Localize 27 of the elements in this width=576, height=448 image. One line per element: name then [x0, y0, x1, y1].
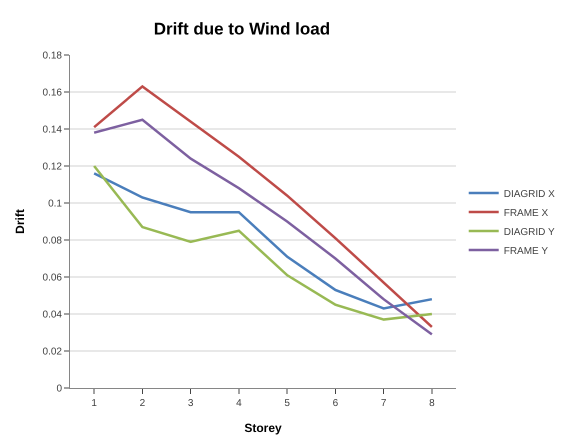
y-tick-label: 0.18: [42, 50, 62, 62]
x-axis-title: Storey: [244, 420, 282, 435]
line-series: [92, 85, 434, 328]
y-tick-label: 0.02: [42, 346, 62, 358]
y-tick-label: 0.1: [48, 198, 62, 210]
legend-label: FRAME X: [504, 208, 548, 219]
x-tick-label: 1: [91, 398, 98, 409]
x-tick-label: 4: [236, 398, 242, 409]
y-tick-label: 0.04: [42, 310, 62, 320]
x-tick-label: 3: [188, 398, 194, 409]
legend-label: FRAME Y: [504, 246, 548, 257]
y-tick-label: 0.06: [42, 272, 62, 284]
legend-label: DIAGRID Y: [504, 226, 555, 238]
y-tick-label: 0.08: [42, 236, 62, 246]
x-tick-label: 2: [140, 398, 146, 409]
y-axis-title: Drift: [12, 209, 27, 234]
y-tick-label: 0.14: [42, 124, 62, 136]
chart-title: Drift due to Wind load: [154, 19, 330, 38]
line-series: [92, 118, 434, 336]
y-tick-label: 0.16: [42, 88, 62, 98]
legend-label: DIAGRID X: [504, 188, 556, 200]
x-tick-label: 5: [284, 398, 290, 409]
x-tick-label: 6: [332, 398, 339, 409]
y-tick-label: 0.12: [42, 162, 62, 172]
x-tick-label: 8: [429, 398, 436, 409]
y-tick-label: 0: [56, 384, 62, 394]
x-tick-label: 7: [380, 398, 387, 409]
